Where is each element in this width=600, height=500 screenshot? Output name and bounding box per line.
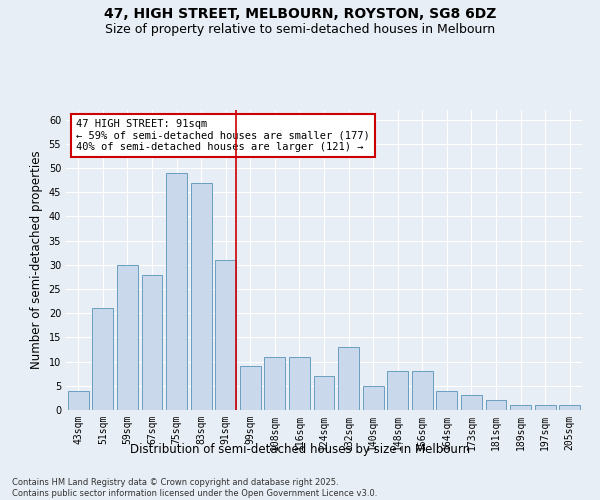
Bar bbox=[191, 182, 212, 410]
Bar bbox=[117, 265, 138, 410]
Text: 47 HIGH STREET: 91sqm
← 59% of semi-detached houses are smaller (177)
40% of sem: 47 HIGH STREET: 91sqm ← 59% of semi-deta… bbox=[76, 119, 370, 152]
Bar bbox=[362, 386, 383, 410]
Text: 47, HIGH STREET, MELBOURN, ROYSTON, SG8 6DZ: 47, HIGH STREET, MELBOURN, ROYSTON, SG8 … bbox=[104, 8, 496, 22]
Bar bbox=[338, 347, 359, 410]
Text: Contains HM Land Registry data © Crown copyright and database right 2025.
Contai: Contains HM Land Registry data © Crown c… bbox=[12, 478, 377, 498]
Text: Distribution of semi-detached houses by size in Melbourn: Distribution of semi-detached houses by … bbox=[130, 442, 470, 456]
Y-axis label: Number of semi-detached properties: Number of semi-detached properties bbox=[30, 150, 43, 370]
Bar bbox=[289, 357, 310, 410]
Bar bbox=[92, 308, 113, 410]
Bar bbox=[436, 390, 457, 410]
Bar bbox=[68, 390, 89, 410]
Bar bbox=[485, 400, 506, 410]
Bar bbox=[387, 372, 408, 410]
Bar bbox=[265, 357, 286, 410]
Bar bbox=[461, 396, 482, 410]
Bar bbox=[412, 372, 433, 410]
Bar bbox=[559, 405, 580, 410]
Bar bbox=[142, 274, 163, 410]
Bar bbox=[215, 260, 236, 410]
Bar bbox=[314, 376, 334, 410]
Bar bbox=[535, 405, 556, 410]
Text: Size of property relative to semi-detached houses in Melbourn: Size of property relative to semi-detach… bbox=[105, 22, 495, 36]
Bar bbox=[510, 405, 531, 410]
Bar bbox=[166, 173, 187, 410]
Bar bbox=[240, 366, 261, 410]
